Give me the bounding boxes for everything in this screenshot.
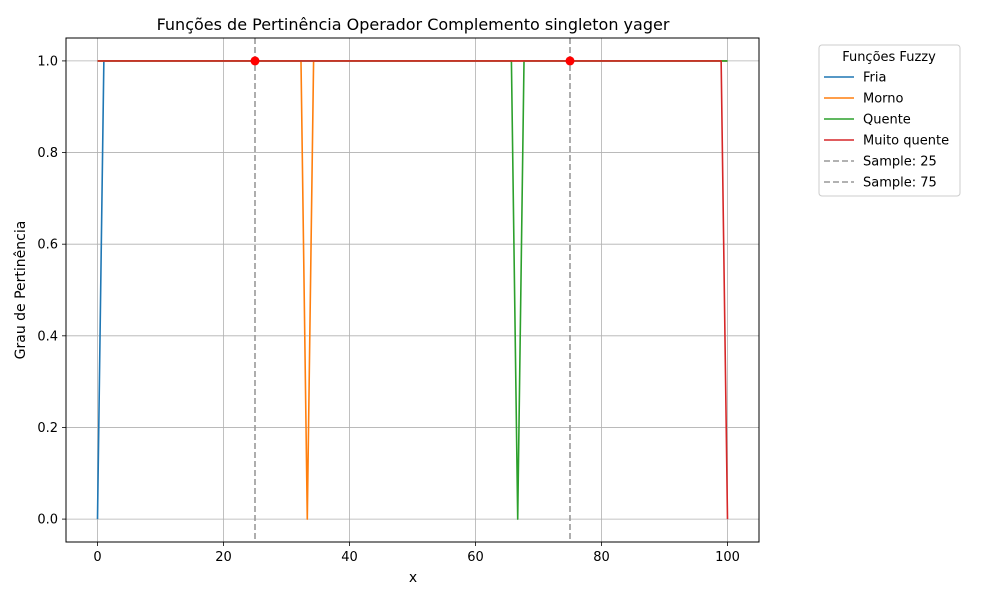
x-tick-label: 80	[593, 550, 610, 565]
y-tick-label: 0.8	[37, 146, 58, 161]
legend-entry-label: Fria	[863, 71, 886, 86]
x-tick-label: 100	[715, 550, 740, 565]
x-axis-label: x	[409, 570, 417, 586]
x-axis-ticks: 0 20 40 60 80 100	[93, 542, 740, 565]
y-tick-label: 0.4	[37, 329, 58, 344]
legend-entry-label: Sample: 75	[863, 176, 937, 191]
series-line-muito-quente	[97, 60, 729, 520]
x-tick-label: 40	[341, 550, 358, 565]
series-line-morno	[97, 60, 728, 520]
series-line-quente	[97, 60, 728, 520]
x-tick-label: 20	[215, 550, 232, 565]
y-axis-ticks: 0.0 0.2 0.4 0.6 0.8 1.0	[37, 54, 66, 528]
sample-markers	[250, 56, 575, 66]
legend-box	[818, 44, 961, 197]
plot-frame	[65, 37, 760, 543]
legend-entry-label: Sample: 25	[863, 155, 937, 170]
legend-entry-label: Quente	[863, 113, 911, 128]
y-tick-label: 0.6	[37, 238, 58, 253]
y-tick-label: 0.0	[37, 513, 58, 528]
series-line-fria	[96, 60, 728, 520]
sample-marker-75	[565, 56, 575, 66]
x-tick-label: 0	[93, 550, 101, 565]
grid	[66, 38, 759, 542]
legend: Funções Fuzzy Fria Morno Quente Muito quent…	[818, 44, 961, 197]
sample-lines	[254, 38, 571, 542]
chart-title: Funções de Pertinência Operador Compleme…	[157, 15, 670, 34]
y-tick-label: 1.0	[37, 54, 58, 69]
legend-entry-label: Morno	[863, 92, 904, 107]
legend-title: Funções Fuzzy	[842, 50, 936, 65]
y-axis-label: Grau de Pertinência	[13, 221, 29, 360]
legend-entry-label: Muito quente	[863, 134, 949, 149]
x-tick-label: 60	[467, 550, 484, 565]
sample-marker-25	[250, 56, 260, 66]
series-lines	[96, 60, 729, 520]
y-tick-label: 0.2	[37, 421, 58, 436]
